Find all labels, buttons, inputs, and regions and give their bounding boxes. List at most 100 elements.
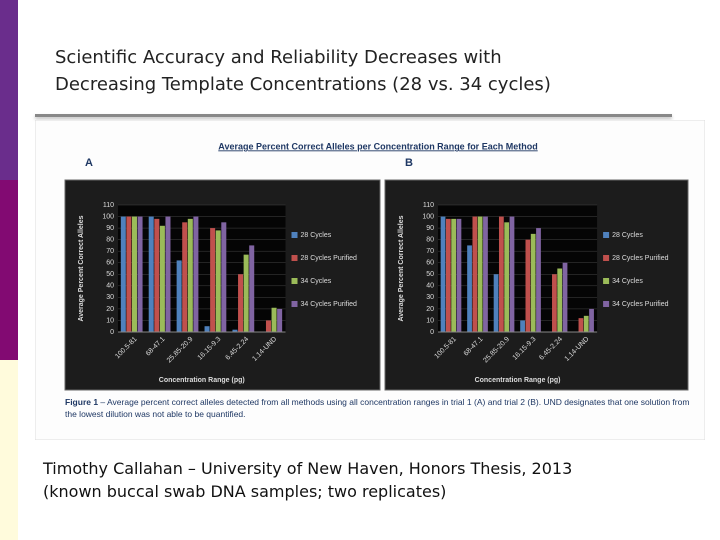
- y-axis-label: Average Percent Correct Alleles: [398, 215, 405, 321]
- bar: [238, 274, 244, 332]
- x-axis-label: Concentration Range (pg): [159, 377, 245, 384]
- y-tick-label: 60: [426, 260, 434, 267]
- credit: (known buccal swab DNA samples; two repl…: [43, 482, 447, 501]
- y-axis-label: Average Percent Correct Alleles: [78, 215, 85, 321]
- y-tick-label: 100: [102, 213, 114, 220]
- bar: [583, 315, 589, 332]
- legend-swatch: [603, 278, 610, 284]
- bar: [120, 216, 126, 332]
- bar: [536, 228, 541, 332]
- y-tick-label: 10: [426, 317, 434, 324]
- y-tick-label: 90: [426, 225, 434, 232]
- y-tick-label: 50: [106, 271, 114, 278]
- y-tick-label: 110: [423, 202, 434, 209]
- bar: [131, 216, 137, 332]
- bar: [498, 216, 504, 332]
- y-tick-label: 0: [110, 329, 114, 336]
- legend-label: 34 Cycles Purified: [612, 301, 669, 308]
- y-tick-label: 110: [103, 202, 114, 209]
- slide-title: Decreasing Template Concentrations (28 v…: [55, 74, 551, 95]
- y-tick-label: 10: [106, 317, 114, 324]
- figure: Average Percent Correct Alleles per Conc…: [35, 120, 705, 440]
- accent-strip: [0, 180, 18, 360]
- y-tick-label: 90: [106, 225, 114, 232]
- credit: Timothy Callahan – University of New Hav…: [43, 459, 573, 478]
- bar: [221, 222, 227, 332]
- bar: [277, 308, 283, 332]
- slide-title: Scientific Accuracy and Reliability Decr…: [55, 47, 502, 68]
- panel-label: A: [85, 157, 93, 169]
- y-tick-label: 70: [106, 248, 114, 255]
- y-tick-label: 0: [430, 329, 434, 336]
- bar: [210, 228, 216, 332]
- bar: [451, 218, 457, 332]
- bar: [243, 254, 249, 332]
- y-tick-label: 100: [422, 213, 434, 220]
- y-tick-label: 70: [426, 248, 434, 255]
- panel-label: B: [405, 157, 413, 169]
- legend-label: 28 Cycles: [612, 232, 643, 239]
- bar: [509, 216, 515, 332]
- legend-swatch: [603, 301, 610, 307]
- legend-swatch: [603, 255, 610, 261]
- y-tick-label: 50: [426, 271, 434, 278]
- bar: [520, 320, 525, 332]
- legend-label: 28 Cycles: [301, 232, 332, 239]
- bar: [472, 216, 478, 332]
- divider: [35, 114, 672, 117]
- y-tick-label: 20: [106, 306, 114, 313]
- legend-swatch: [291, 278, 298, 284]
- bar: [187, 218, 193, 332]
- bar: [193, 216, 199, 332]
- bar: [483, 216, 488, 332]
- bar: [176, 260, 182, 332]
- legend-label: 34 Cycles: [301, 278, 332, 285]
- bar: [477, 216, 483, 332]
- y-tick-label: 30: [106, 294, 114, 301]
- y-tick-label: 80: [106, 236, 114, 243]
- bar: [530, 233, 536, 332]
- accent-strip: [0, 0, 18, 180]
- y-tick-label: 40: [106, 283, 114, 290]
- bar: [204, 326, 210, 332]
- bar: [493, 274, 499, 332]
- legend-swatch: [291, 255, 298, 261]
- bar: [182, 222, 188, 332]
- y-tick-label: 40: [426, 283, 434, 290]
- bar: [589, 308, 594, 332]
- bar: [126, 216, 132, 332]
- y-tick-label: 30: [426, 294, 434, 301]
- bar: [504, 222, 510, 332]
- bar: [271, 307, 277, 332]
- bar: [440, 216, 446, 332]
- bar: [232, 329, 238, 332]
- bar: [137, 216, 143, 332]
- legend-label: 28 Cycles Purified: [301, 255, 358, 262]
- legend-label: 34 Cycles Purified: [301, 301, 358, 308]
- bar: [557, 268, 563, 332]
- legend-swatch: [291, 232, 298, 238]
- caption-label: Figure 1: [65, 397, 99, 407]
- bar: [525, 239, 531, 332]
- y-tick-label: 60: [106, 260, 114, 267]
- legend-swatch: [291, 301, 298, 307]
- legend-swatch: [603, 232, 610, 238]
- bar: [578, 318, 584, 332]
- bar: [249, 245, 255, 332]
- figure-title: Average Percent Correct Alleles per Conc…: [218, 141, 537, 151]
- accent-strip: [0, 360, 18, 540]
- bar: [154, 218, 160, 332]
- caption-text: – Average percent correct alleles detect…: [65, 397, 690, 419]
- bar: [445, 218, 451, 332]
- bar: [552, 274, 557, 332]
- bar: [148, 216, 154, 332]
- x-axis-label: Concentration Range (pg): [475, 377, 561, 384]
- figure-caption: Figure 1 – Average percent correct allel…: [65, 396, 695, 420]
- bar: [159, 225, 165, 332]
- plot-area: [438, 205, 598, 332]
- bar: [265, 320, 271, 332]
- bar: [456, 218, 462, 332]
- bar: [467, 245, 472, 332]
- y-tick-label: 80: [426, 236, 434, 243]
